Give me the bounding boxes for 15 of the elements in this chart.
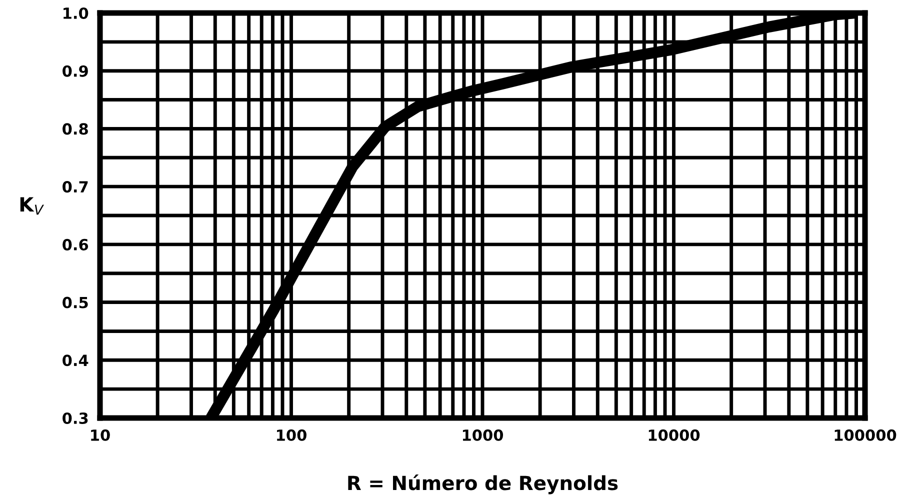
x-axis-title: R = Número de Reynolds xyxy=(348,474,618,494)
y-tick-label: 0.6 xyxy=(62,238,88,250)
y-axis-title: K$_{V}$ xyxy=(20,197,44,215)
x-tick-label: 100 xyxy=(277,429,306,441)
x-tick-label: 100000 xyxy=(834,429,896,441)
y-tick-label: 0.4 xyxy=(62,354,88,366)
y-tick-label: 0.8 xyxy=(62,123,88,135)
y-tick-label: 0.7 xyxy=(62,181,88,193)
x-tick-label: 10000 xyxy=(648,429,700,441)
y-tick-label: 1.0 xyxy=(64,7,88,20)
x-tick-label: 1000 xyxy=(462,429,504,441)
x-tick-label: 10 xyxy=(91,429,110,441)
y-tick-label: 0.5 xyxy=(62,296,88,308)
y-tick-label: 0.9 xyxy=(62,65,88,77)
y-tick-label: 0.3 xyxy=(62,412,88,424)
